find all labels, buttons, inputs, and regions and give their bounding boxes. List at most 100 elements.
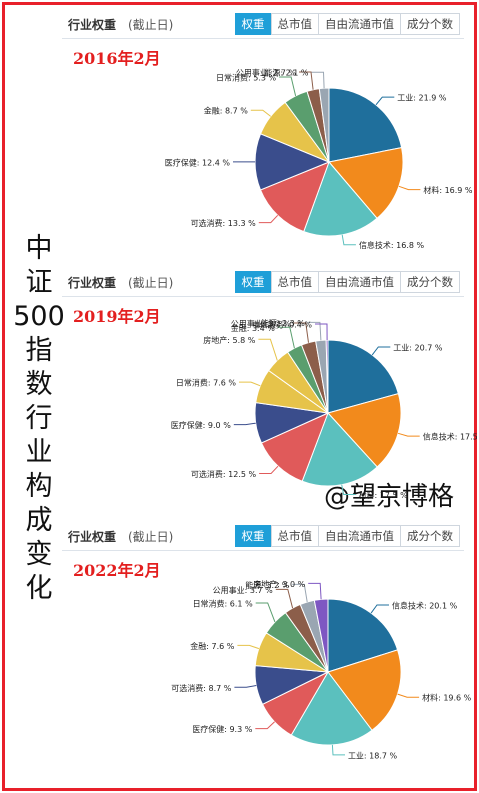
watermark: @望京博格 — [324, 482, 455, 512]
leader-line — [258, 214, 279, 224]
tab-weight[interactable]: 权重 — [234, 271, 272, 293]
pie-slice[interactable] — [327, 339, 399, 414]
pie-slice[interactable] — [328, 87, 403, 163]
side-title-char: 变 — [25, 539, 53, 570]
panel-title: 行业权重 — [68, 18, 117, 32]
leader-line — [255, 721, 275, 730]
side-title-char: 中 — [25, 233, 53, 264]
tab-total-market-cap[interactable]: 总市值 — [270, 525, 319, 547]
tab-constituent-count[interactable]: 成分个数 — [400, 525, 460, 547]
tab-constituent-count[interactable]: 成分个数 — [400, 13, 460, 35]
slice-label: 能源: 3.2 % — [245, 580, 290, 590]
slice-label: 日常消费: 6.1 % — [193, 598, 254, 608]
chart-title: 2022年2月 — [73, 561, 161, 580]
panel-title: 行业权重 — [68, 276, 117, 290]
pie-slice[interactable] — [327, 649, 402, 731]
leader-line — [398, 185, 421, 191]
date-label: (截止日) — [128, 18, 174, 32]
slice-label: 材料: 17.5 % — [359, 490, 409, 500]
leader-line — [331, 744, 345, 756]
leader-line — [375, 96, 395, 106]
leader-line — [315, 323, 328, 341]
leader-line — [371, 346, 391, 356]
slice-label: 工业: 18.7 % — [348, 750, 398, 760]
slice-label: 金融: 3.4 % — [231, 323, 276, 333]
side-title-char: 证 — [25, 267, 53, 298]
date-label: (截止日) — [128, 276, 174, 290]
pie-slice[interactable] — [328, 146, 404, 220]
slice-label: 金融: 7.6 % — [190, 641, 235, 651]
chart-panel-2016: 行业权重 (截止日) 权重 总市值 自由流通市值 成分个数 2016年2月 工业… — [62, 12, 473, 270]
slice-label: 信息技术: 16.8 % — [359, 240, 425, 250]
panel-header: 行业权重 (截止日) 权重 总市值 自由流通市值 成分个数 — [62, 12, 464, 39]
leader-line — [277, 326, 295, 349]
slice-label: 医疗保健: 12.4 % — [165, 157, 231, 167]
leader-line — [234, 685, 257, 688]
tab-constituent-count[interactable]: 成分个数 — [400, 271, 460, 293]
slice-label: 日常消费: 7.6 % — [176, 378, 237, 388]
pie-slice[interactable] — [259, 161, 330, 233]
tab-free-float-market-cap[interactable]: 自由流通市值 — [318, 13, 401, 35]
leader-line — [258, 338, 278, 361]
side-title-char: 500 — [13, 301, 65, 332]
slice-label: 能源: 2.1 % — [264, 68, 309, 78]
pie-slice[interactable] — [303, 161, 378, 237]
tab-bar: 权重 总市值 自由流通市值 成分个数 — [234, 525, 460, 547]
leader-line — [341, 234, 356, 246]
leader-line — [293, 322, 309, 343]
pie-slice[interactable] — [290, 671, 373, 746]
leader-line — [397, 693, 420, 698]
leader-line — [259, 465, 279, 474]
slice-label: 房地产: 3.0 % — [253, 579, 306, 589]
pie-chart-2016: 工业: 21.9 % 材料: 16.9 % 信息技术: 16.8 % 可选消费: 13… — [165, 67, 473, 250]
slice-label: 公用事业: 3.7 % — [213, 585, 274, 595]
side-title-char: 数 — [25, 369, 53, 400]
leader-line — [308, 582, 322, 600]
slice-label: 医疗保健: 9.3 % — [192, 724, 253, 734]
slice-label: 可选消费: 13.3 % — [191, 218, 257, 228]
tab-bar: 权重 总市值 自由流通市值 成分个数 — [234, 271, 460, 293]
tab-weight[interactable]: 权重 — [234, 525, 272, 547]
panel-title: 行业权重 — [68, 530, 117, 544]
side-title-char: 业 — [25, 437, 53, 468]
side-title: 中证 500 指数行业构成变化 — [13, 232, 65, 606]
slice-label: 电信服务: 0.4 % — [252, 320, 313, 330]
leader-line — [307, 321, 322, 341]
side-title-char: 指 — [25, 335, 53, 366]
side-title-char: 化 — [25, 573, 53, 604]
pie-slice[interactable] — [327, 598, 399, 673]
leader-line — [239, 381, 261, 387]
chart-panel-2019: 行业权重 (截止日) 权重 总市值 自由流通市值 成分个数 2019年2月 工业… — [62, 270, 479, 520]
leader-line — [292, 583, 308, 603]
side-title-char: 成 — [25, 505, 53, 536]
leader-line — [275, 588, 294, 609]
tab-free-float-market-cap[interactable]: 自由流通市值 — [318, 271, 401, 293]
leader-line — [237, 644, 260, 650]
leader-line — [370, 604, 389, 614]
slice-label: 材料: 16.9 % — [423, 185, 473, 195]
slice-label: 金融: 8.7 % — [204, 106, 249, 116]
leader-line — [397, 432, 420, 437]
slice-label: 信息技术: 17.5 % — [423, 432, 479, 442]
tab-free-float-market-cap[interactable]: 自由流通市值 — [318, 525, 401, 547]
slice-label: 可选消费: 8.7 % — [171, 683, 232, 693]
side-title-char: 构 — [25, 471, 53, 502]
panel-header: 行业权重 (截止日) 权重 总市值 自由流通市值 成分个数 — [62, 524, 464, 551]
chart-title: 2016年2月 — [73, 49, 161, 68]
leader-line — [255, 602, 276, 623]
pie-slice[interactable] — [260, 412, 329, 482]
slice-label: 能源: 2.3 % — [261, 318, 306, 328]
panel-header: 行业权重 (截止日) 权重 总市值 自由流通市值 成分个数 — [62, 270, 464, 297]
slice-label: 公用事业: 2.7 % — [236, 67, 297, 77]
chart-title: 2019年2月 — [73, 307, 161, 326]
pie-slice[interactable] — [313, 598, 329, 673]
pie-slice[interactable] — [325, 339, 329, 414]
slice-label: 材料: 19.6 % — [422, 693, 472, 703]
pie-slice[interactable] — [254, 133, 331, 191]
slice-label: 公用事业: 3.2 % — [231, 319, 292, 329]
date-label: (截止日) — [128, 530, 174, 544]
leader-line — [233, 422, 256, 426]
leader-line — [311, 71, 325, 89]
leader-line — [341, 484, 356, 495]
